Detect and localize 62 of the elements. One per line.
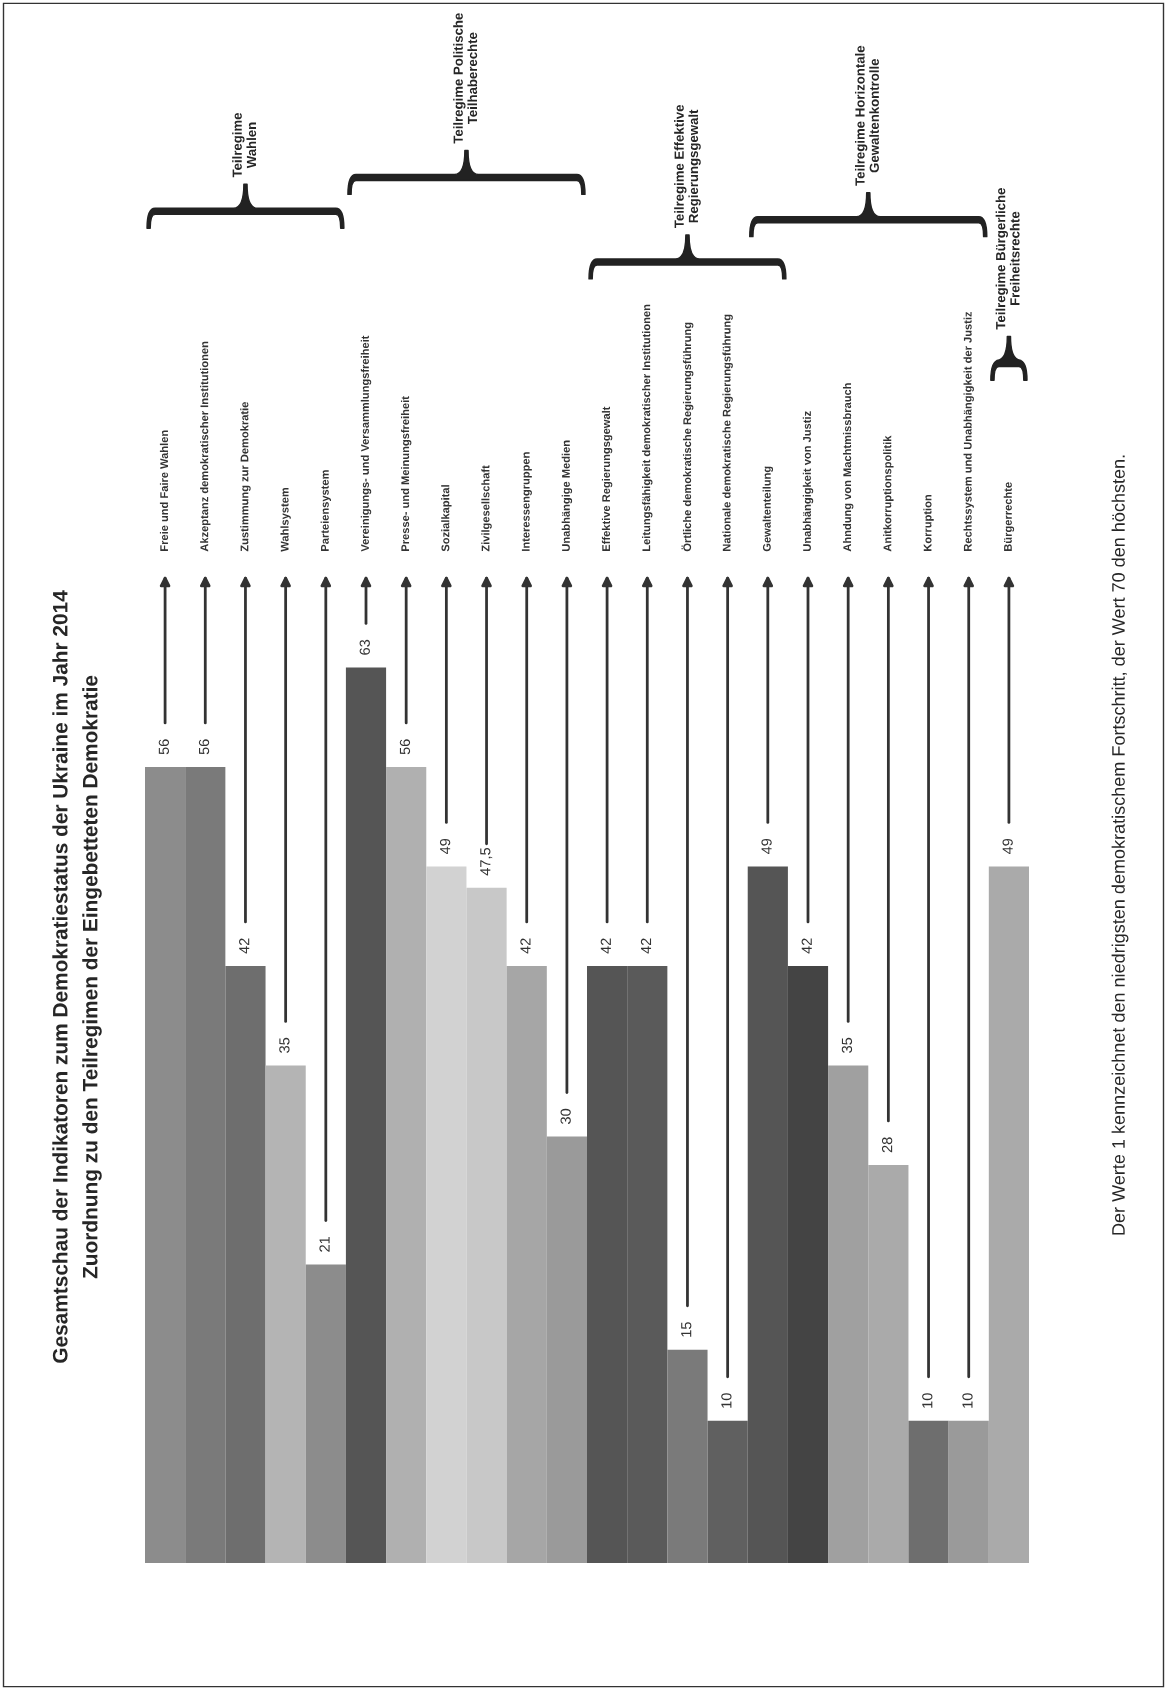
data-label: 35 [279, 1037, 290, 1053]
data-label: 10 [721, 1393, 732, 1408]
text: Zuordnung zu den Teilregimen der Eingebetteten Demokratie [82, 675, 102, 1279]
bar [908, 1420, 949, 1563]
bar [787, 965, 829, 1563]
text: Der Werte 1 kennzeichnet den niedrigsten demokratischem Fortschritt, der Wert 70 den höchsten. [1111, 455, 1129, 1235]
text: Teilregime Wahlen [232, 112, 257, 178]
x-tick-label: Unabhängige Medien [561, 440, 573, 551]
text: Gesamtschau der Indikatoren zum Demokratiestatus der Ukraine im Jahr 2014 [52, 590, 68, 1363]
x-tick-label: Wahlsystem [280, 487, 291, 552]
data-label: 47,5 [480, 847, 493, 876]
x-tick-label: Zivilgesellschaft [481, 465, 492, 552]
data-label: 56 [198, 739, 210, 755]
x-tick-label: Freie und Faire Wahlen [159, 430, 169, 551]
bar [345, 667, 387, 1563]
x-tick-label: Bürgerrechte [1003, 482, 1015, 551]
x-tick-label: Sozialkapital [441, 485, 452, 552]
x-tick-label: Leitungsfähigkeit demokratischer Institutionen [642, 304, 653, 551]
x-tick-label: Parteiensystem [320, 470, 331, 551]
x-tick-label: Effektive Regierungsgewalt [601, 406, 613, 551]
data-label: 42 [520, 938, 531, 954]
data-label: 21 [319, 1236, 330, 1252]
data-label: 56 [399, 739, 411, 755]
bar [265, 1065, 306, 1563]
x-tick-label: Gewaltenteilung [762, 466, 774, 552]
x-tick-label: Unabhängigkeit von Justiz [802, 411, 814, 551]
x-tick-label: Anitkorruptionspolitik [883, 435, 894, 552]
text: Teilregime Effektive Regierungsgewalt [674, 104, 701, 229]
data-label: 35 [841, 1037, 853, 1053]
bar [948, 1420, 989, 1563]
x-tick-label: Ahndung von Machtmissbrauch [842, 383, 854, 552]
data-label: 42 [600, 938, 611, 954]
bar [988, 866, 1029, 1563]
bar [667, 1349, 708, 1563]
x-tick-label: Nationale demokratische Regierungsführung [722, 314, 733, 551]
bar [386, 766, 427, 1563]
text: Teilregime Bürgerliche Freiheitsrechte [995, 188, 1020, 330]
x-tick-label: Korruption [923, 494, 934, 551]
text: Teilregime Politische Teilhaberechte [453, 13, 478, 144]
x-tick-label: Vereinigungs- und Versammlungsfreiheit [360, 335, 372, 552]
data-label: 30 [560, 1108, 571, 1124]
data-label: 10 [962, 1393, 973, 1408]
x-tick-label: Akzeptanz demokratischer Institutionen [200, 341, 211, 552]
bar [145, 766, 186, 1563]
data-label: 15 [681, 1322, 692, 1337]
data-label: 56 [158, 739, 170, 755]
data-label: 42 [640, 938, 652, 954]
data-label: 28 [881, 1137, 893, 1153]
data-label: 42 [801, 938, 812, 954]
x-tick-label: Örtliche demokratische Regierungsführung [681, 322, 694, 552]
x-tick-label: Zustimmung zur Demokratie [240, 402, 251, 552]
data-label: 49 [761, 838, 772, 855]
data-label: 10 [922, 1393, 933, 1408]
data-label: 42 [239, 938, 250, 954]
x-tick-label: Presse- und Meinungsfreiheit [400, 396, 412, 551]
x-tick-label: Interessengruppen [521, 452, 532, 551]
data-label: 49 [1002, 838, 1013, 855]
x-tick-label: Rechtssystem und Unabhängigkeit der Justiz [963, 311, 974, 551]
text: Teilregime Horizontale Gewaltenkontrolle [854, 45, 879, 186]
data-label: 63 [359, 639, 370, 655]
data-label: 49 [439, 838, 451, 855]
bar [305, 1264, 346, 1563]
